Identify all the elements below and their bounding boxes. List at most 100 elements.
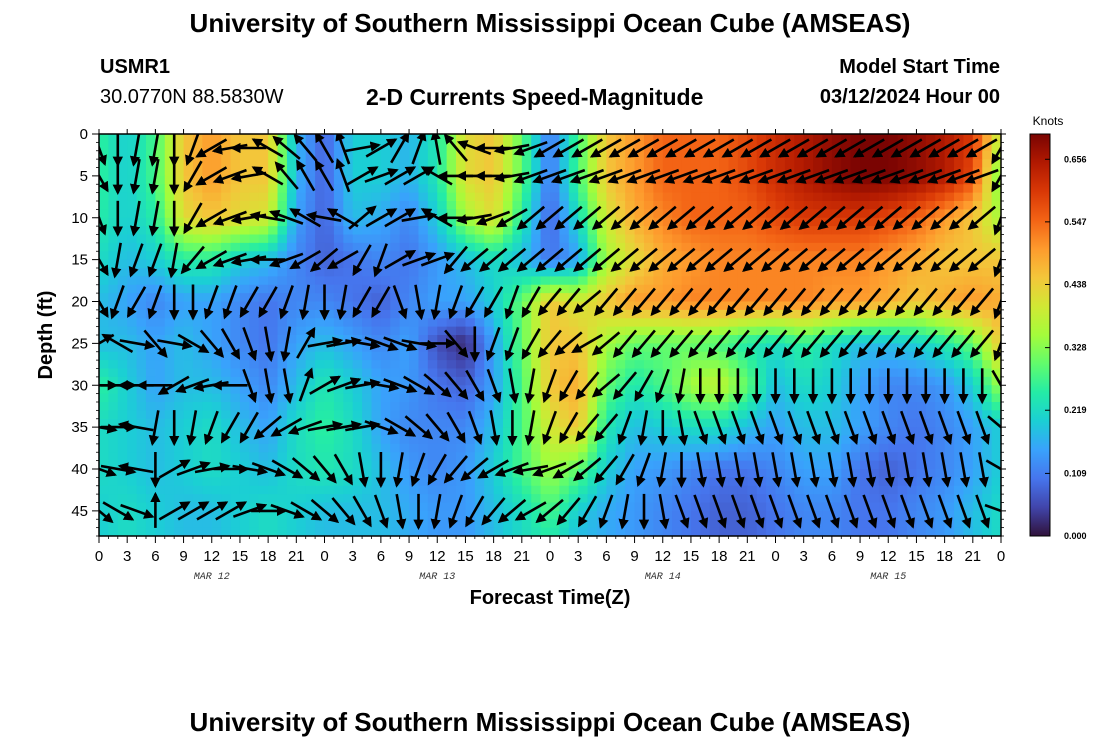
current-vector-arrow [556, 287, 581, 317]
heatmap-cell [117, 184, 128, 194]
heatmap-cell [728, 134, 739, 143]
heatmap-cell [803, 435, 814, 445]
heatmap-cell [352, 460, 363, 470]
current-vector-arrow [467, 410, 483, 446]
heatmap-cell [954, 527, 965, 536]
heatmap-cell [888, 192, 899, 202]
heatmap-cell [972, 184, 983, 194]
heatmap-cell [108, 351, 119, 361]
heatmap-cell [503, 268, 514, 277]
heatmap-cell [784, 510, 795, 520]
heatmap-cell [108, 418, 119, 428]
heatmap-cell [878, 201, 889, 210]
heatmap-cell [399, 335, 410, 344]
heatmap-cell [587, 142, 598, 152]
heatmap-cell [136, 268, 147, 277]
heatmap-cell [794, 192, 805, 202]
heatmap-cell [916, 175, 927, 185]
heatmap-cell [578, 335, 589, 344]
heatmap-cell [888, 460, 899, 470]
current-vector-arrow [834, 138, 867, 158]
heatmap-cell [164, 443, 175, 453]
heatmap-cell [596, 443, 607, 453]
heatmap-cell [841, 385, 852, 395]
heatmap-cell [343, 494, 354, 504]
heatmap-cell [286, 376, 297, 386]
heatmap-cell [897, 402, 908, 411]
heatmap-cell [747, 201, 758, 210]
heatmap-cell [127, 460, 138, 470]
heatmap-cell [794, 410, 805, 420]
heatmap-cell [155, 443, 166, 453]
heatmap-cell [521, 485, 532, 495]
heatmap-cell [991, 293, 1001, 303]
heatmap-cell [296, 142, 307, 152]
heatmap-cell [390, 201, 401, 210]
heatmap-cell [578, 318, 589, 328]
heatmap-cell [803, 469, 814, 478]
heatmap-cell [493, 167, 504, 177]
heatmap-cell [841, 276, 852, 286]
heatmap-cell [315, 268, 326, 277]
heatmap-cell [625, 485, 636, 495]
heatmap-cell [305, 201, 316, 210]
heatmap-cell [944, 276, 955, 286]
heatmap-cell [775, 284, 786, 294]
heatmap-cell [747, 242, 758, 252]
heatmap-cell [672, 184, 683, 194]
heatmap-cell [681, 494, 692, 504]
heatmap-cell [775, 234, 786, 244]
heatmap-cell [211, 494, 222, 504]
heatmap-cell [174, 217, 185, 227]
heatmap-cell [991, 259, 1001, 269]
heatmap-cell [362, 284, 373, 294]
heatmap-cell [907, 385, 918, 395]
heatmap-cell [625, 418, 636, 428]
heatmap-cell [700, 201, 711, 210]
heatmap-cell [484, 217, 495, 227]
heatmap-cell [211, 184, 222, 194]
heatmap-cell [606, 452, 617, 462]
heatmap-cell [258, 209, 269, 219]
current-vector-arrow [352, 244, 372, 277]
heatmap-cell [117, 402, 128, 411]
current-vector-arrow [420, 251, 456, 267]
current-vector-arrow [384, 208, 417, 228]
heatmap-cell [700, 159, 711, 169]
heatmap-cell [343, 318, 354, 328]
current-vector-arrow [682, 168, 717, 184]
heatmap-cell [286, 527, 297, 536]
heatmap-cell [155, 159, 166, 169]
heatmap-cell [869, 309, 880, 319]
heatmap-cell [916, 477, 927, 487]
heatmap-cell [963, 326, 974, 336]
current-vector-arrow [524, 368, 536, 405]
heatmap-cell [136, 234, 147, 244]
heatmap-cell [596, 276, 607, 286]
heatmap-cell [559, 201, 570, 210]
heatmap-cell [756, 234, 767, 244]
heatmap-cell [831, 393, 842, 403]
heatmap-cell [380, 368, 391, 378]
heatmap-cell [775, 402, 786, 411]
heatmap-cell [268, 376, 279, 386]
heatmap-cell [108, 368, 119, 378]
heatmap-cell [409, 435, 420, 445]
heatmap-cell [775, 527, 786, 536]
current-vector-arrow [928, 138, 960, 158]
heatmap-cell [333, 268, 344, 277]
heatmap-cell [512, 519, 523, 529]
heatmap-cell [625, 184, 636, 194]
heatmap-cell [897, 452, 908, 462]
heatmap-cell [192, 201, 203, 210]
current-vector-arrow [486, 368, 502, 404]
heatmap-cell [954, 385, 965, 395]
heatmap-cell [963, 192, 974, 202]
heatmap-cell [860, 368, 871, 378]
current-vector-arrow [535, 205, 564, 231]
heatmap-cell [690, 209, 701, 219]
heatmap-cell [286, 159, 297, 169]
heatmap-cell [596, 485, 607, 495]
heatmap-cell [296, 494, 307, 504]
heatmap-cell [935, 435, 946, 445]
